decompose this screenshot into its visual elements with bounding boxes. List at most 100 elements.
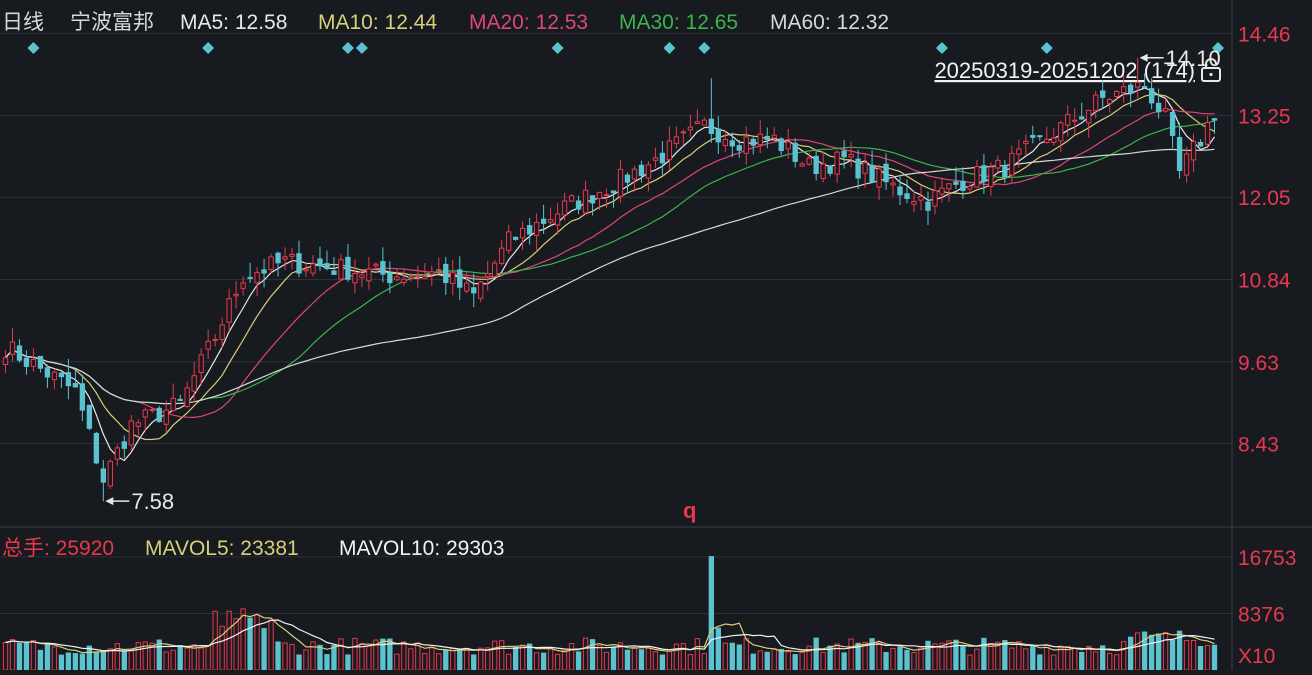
candle: [1155, 88, 1162, 119]
candle: [785, 128, 791, 159]
candle: [1169, 109, 1176, 148]
volume-bar: [764, 651, 770, 671]
volume-bar: [1148, 634, 1155, 671]
volume-bar: [345, 654, 351, 671]
candle: [743, 126, 749, 165]
candle: [750, 135, 756, 155]
candle: [331, 257, 337, 275]
volume-bar: [953, 639, 959, 671]
volume-bar: [575, 651, 582, 671]
candle: [1204, 116, 1211, 147]
volume-axis: 16753 8376: [1238, 547, 1296, 627]
volume-bar: [1197, 646, 1204, 671]
candle: [932, 180, 938, 215]
price-axis: 14.46 13.25 12.05 10.84 9.63 8.43: [1238, 23, 1291, 456]
volume-bar: [79, 653, 86, 671]
volume-tick-label: 16753: [1238, 547, 1296, 570]
candle: [184, 381, 190, 408]
candle: [51, 368, 58, 390]
candle: [107, 459, 113, 489]
mavol5-label: MAVOL5: 23381: [145, 537, 299, 560]
candle: [142, 407, 148, 431]
volume-bar: [1127, 636, 1134, 671]
event-marker-icon[interactable]: [27, 42, 40, 54]
candle: [506, 224, 512, 254]
event-marker-icon[interactable]: [935, 42, 948, 54]
event-marker-icon[interactable]: [663, 42, 676, 54]
volume-bar: [58, 654, 65, 671]
candle: [981, 154, 987, 195]
candle: [666, 126, 673, 170]
candle: [149, 407, 155, 414]
candle: [1114, 90, 1120, 101]
candle: [1190, 133, 1197, 173]
volume-bar: [659, 654, 666, 671]
event-marker-icon[interactable]: [202, 42, 215, 54]
candle: [247, 262, 253, 283]
candle: [967, 183, 973, 193]
candle: [9, 327, 16, 362]
stock-name: 宁波富邦: [70, 11, 154, 34]
candle: [352, 259, 358, 294]
event-marker-icon[interactable]: [355, 42, 368, 54]
candle: [603, 188, 610, 209]
candle: [163, 400, 169, 433]
volume-bar: [638, 649, 645, 671]
candle: [23, 350, 30, 375]
event-markers[interactable]: [27, 42, 1224, 54]
candle: [1044, 126, 1050, 144]
candle: [540, 204, 547, 235]
candle: [848, 141, 854, 168]
event-marker-icon[interactable]: [551, 42, 564, 54]
candle: [1072, 107, 1078, 135]
candle: [1065, 105, 1071, 137]
candle: [547, 207, 554, 225]
candle: [659, 141, 666, 175]
candle: [806, 152, 812, 166]
candle: [72, 369, 79, 388]
candle: [86, 404, 93, 431]
low-annotation: 7.58: [105, 489, 174, 514]
candle: [820, 151, 826, 183]
candle: [2, 350, 9, 373]
volume-bar: [1037, 654, 1043, 671]
candle: [1009, 145, 1015, 184]
candle: [1058, 120, 1064, 153]
candle: [1197, 139, 1204, 147]
volume-bar: [317, 644, 323, 671]
candle: [694, 109, 701, 125]
candle: [1134, 57, 1141, 98]
event-marker-icon[interactable]: [1212, 42, 1224, 54]
candles: [2, 57, 1218, 502]
volume-bar: [1141, 631, 1148, 671]
volume-bar: [121, 650, 127, 671]
candle: [1176, 122, 1183, 179]
volume-bar: [1211, 644, 1218, 671]
period-label[interactable]: 日线: [2, 11, 44, 34]
range-label[interactable]: 20250319-20251202 (174): [934, 58, 1195, 83]
candle: [869, 150, 875, 183]
event-marker-icon[interactable]: [341, 42, 354, 54]
candle: [813, 150, 819, 181]
lock-icon[interactable]: [1201, 58, 1221, 82]
ma-legend-item: MA30: 12.65: [619, 11, 738, 34]
event-marker-icon[interactable]: [698, 42, 711, 54]
candle: [652, 147, 659, 168]
volume-bar: [471, 654, 477, 671]
current-marker: q: [683, 498, 696, 523]
event-marker-icon[interactable]: [1040, 42, 1053, 54]
candle: [974, 160, 980, 188]
candle: [736, 139, 742, 158]
candle: [904, 179, 910, 204]
candle: [862, 154, 868, 188]
candle: [443, 256, 449, 295]
volume-bar: [540, 652, 547, 671]
candle: [282, 247, 288, 270]
price-tick-label: 13.25: [1238, 106, 1291, 129]
candle: [561, 192, 568, 221]
candle: [771, 126, 777, 141]
candle: [1051, 128, 1057, 146]
ma-legend-item: MA10: 12.44: [318, 11, 437, 34]
volume-bar: [93, 652, 100, 671]
